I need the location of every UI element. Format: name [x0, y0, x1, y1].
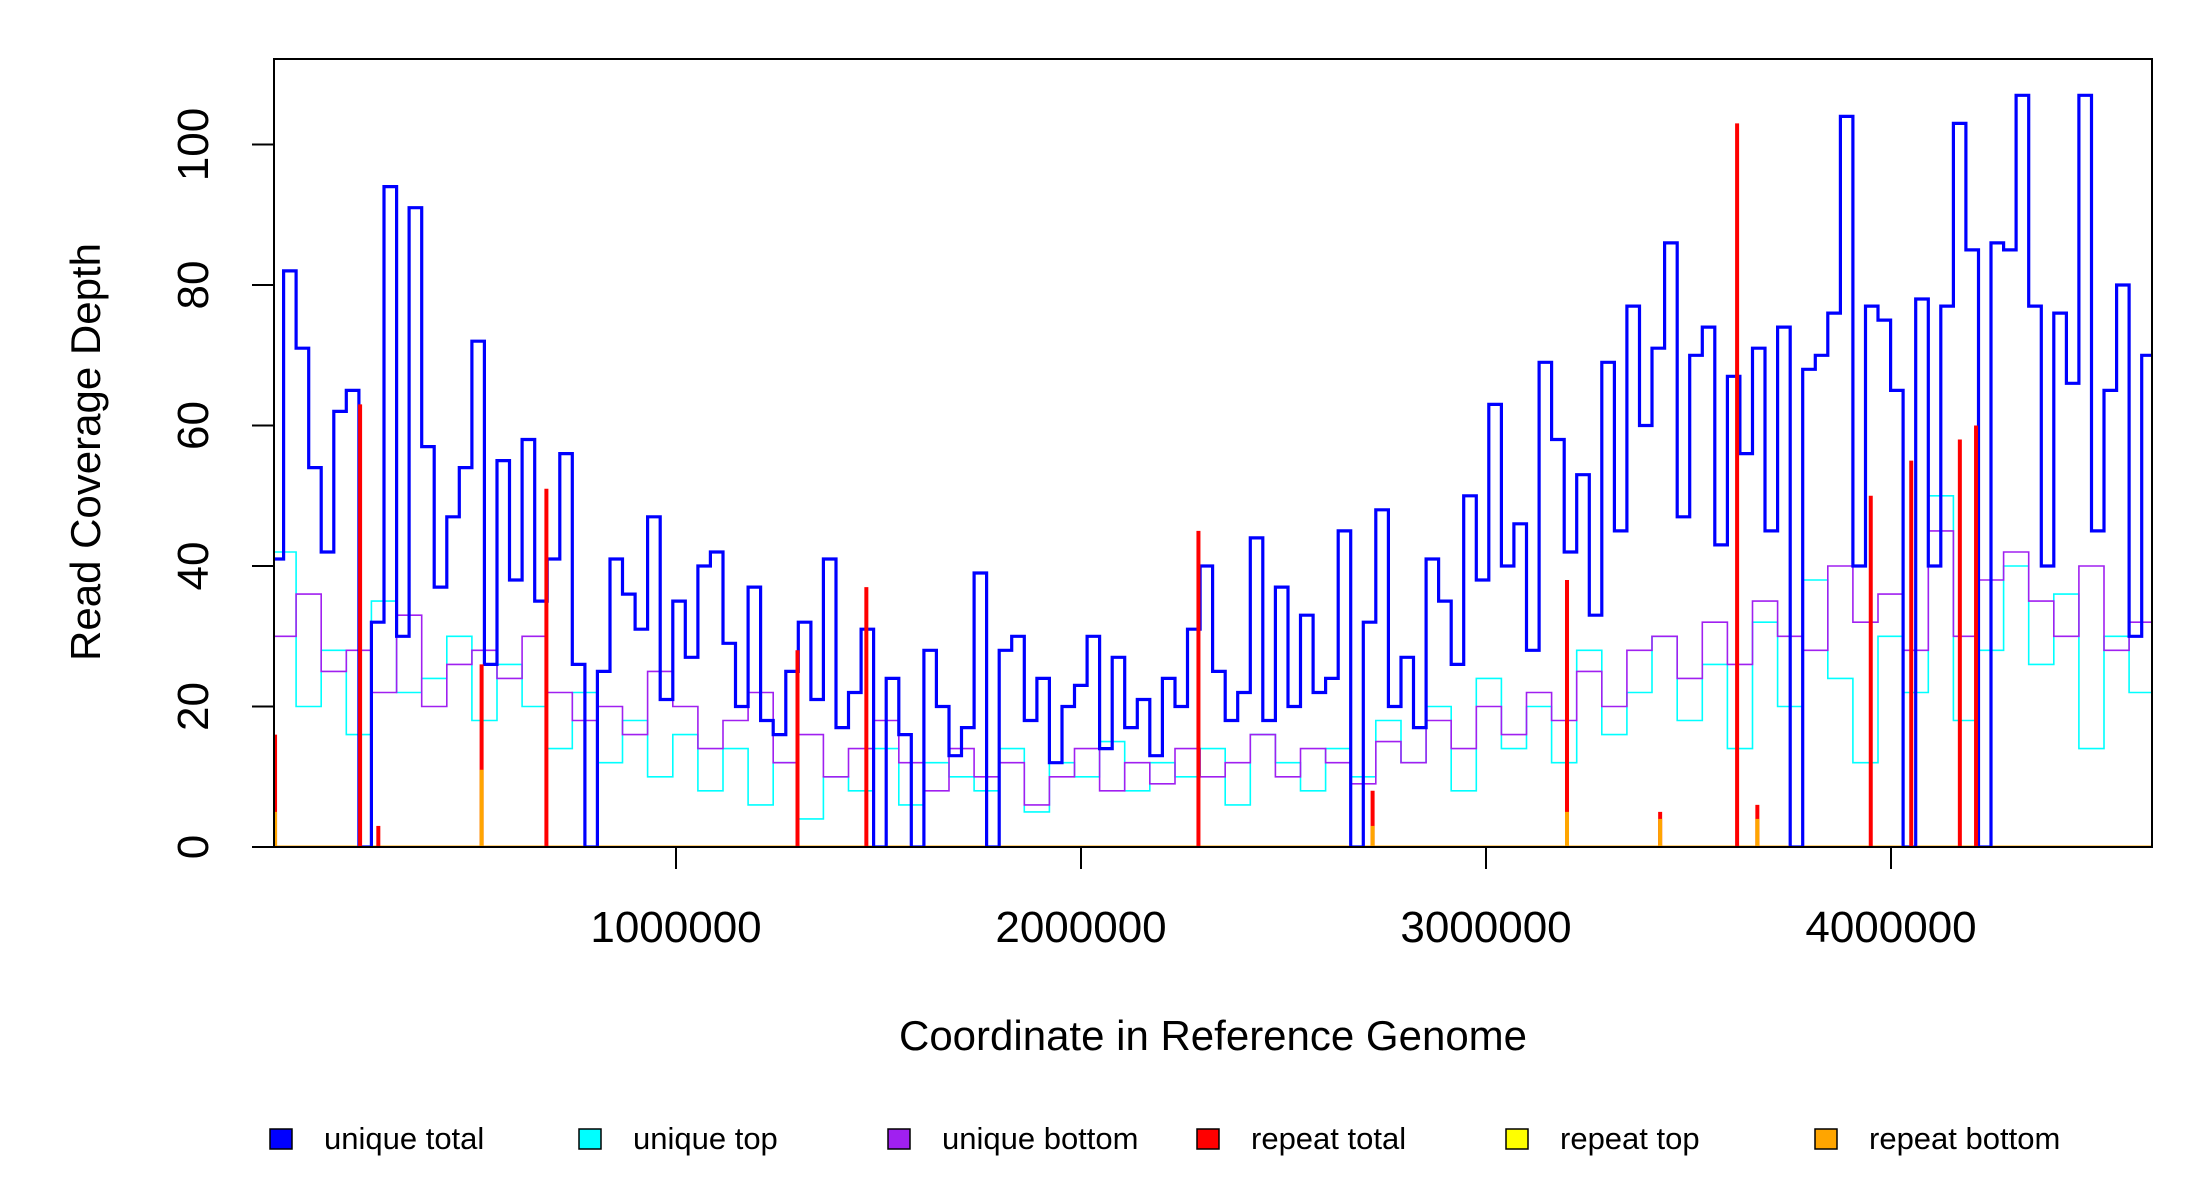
legend-swatch [269, 1128, 293, 1150]
y-tick-label: 20 [169, 682, 218, 731]
x-axis-title: Coordinate in Reference Genome [899, 1012, 1527, 1059]
legend-label: unique top [633, 1121, 778, 1156]
y-tick-label: 80 [169, 261, 218, 310]
legend-label: unique bottom [942, 1121, 1138, 1156]
legend-item-unique-bottom: unique bottom [887, 1121, 1138, 1156]
x-tick-label: 1000000 [590, 903, 761, 952]
legend-label: repeat top [1560, 1121, 1700, 1156]
legend-label: repeat total [1251, 1121, 1406, 1156]
legend-swatch [1505, 1128, 1529, 1150]
legend-swatch [578, 1128, 602, 1150]
legend-label: unique total [324, 1121, 484, 1156]
legend-item-repeat-top: repeat top [1505, 1121, 1700, 1156]
x-tick-label: 2000000 [995, 903, 1166, 952]
y-tick-label: 0 [169, 835, 218, 859]
legend-swatch [1814, 1128, 1838, 1150]
legend-swatch [887, 1128, 911, 1150]
legend-item-repeat-total: repeat total [1196, 1121, 1406, 1156]
legend: unique total unique top unique bottom repea… [269, 1121, 2060, 1156]
series-layer [274, 93, 2152, 847]
axes: 1000000 2000000 3000000 4000000 0 20 40 60 80 100 [169, 108, 1977, 952]
legend-item-unique-total: unique total [269, 1121, 484, 1156]
legend-swatch [1196, 1128, 1220, 1150]
y-tick-label: 100 [169, 108, 218, 181]
x-tick-label: 4000000 [1805, 903, 1976, 952]
legend-item-repeat-bottom: repeat bottom [1814, 1121, 2060, 1156]
y-tick-label: 40 [169, 542, 218, 591]
plot-frame [273, 58, 2153, 848]
legend-label: repeat bottom [1869, 1121, 2060, 1156]
series-unique-top-line [274, 495, 2152, 820]
legend-item-unique-top: unique top [578, 1121, 778, 1156]
x-tick-label: 3000000 [1400, 903, 1571, 952]
series-unique-total-line [274, 93, 2152, 847]
series-unique-bottom-line [274, 530, 2152, 806]
y-tick-label: 60 [169, 401, 218, 450]
y-axis-title: Read Coverage Depth [62, 243, 109, 661]
